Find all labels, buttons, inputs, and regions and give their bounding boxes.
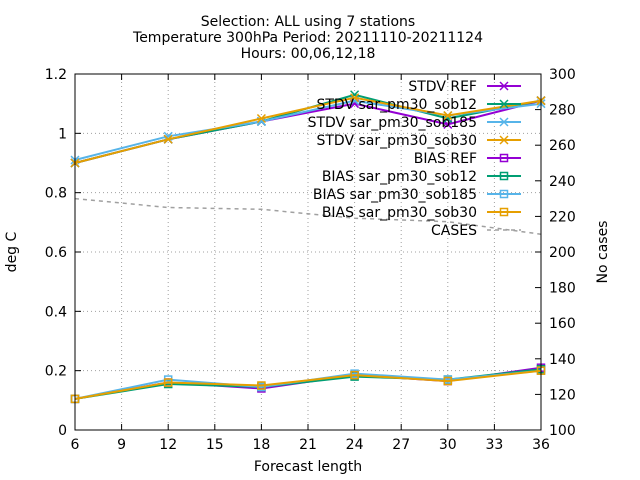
- y-tick-label: 1.2: [45, 67, 67, 83]
- data-point: [256, 113, 266, 124]
- x-tick-label: 27: [392, 437, 410, 453]
- x-tick-label: 36: [532, 437, 550, 453]
- legend-label: STDV sar_pm30_sob30: [316, 133, 477, 149]
- y-tick-label: 0.8: [45, 186, 67, 202]
- legend-marker: [499, 207, 509, 217]
- legend-label: BIAS REF: [414, 151, 477, 167]
- grid: [75, 74, 541, 430]
- series-line: [74, 96, 542, 164]
- legend-entry: BIAS REF: [414, 151, 521, 167]
- series-line: [74, 369, 542, 400]
- legend-label: CASES: [431, 223, 477, 239]
- y2-tick-label: 120: [549, 387, 576, 403]
- y2-tick-label: 180: [549, 281, 576, 297]
- legend-entry: STDV REF: [408, 79, 521, 95]
- y2-tick-label: 100: [549, 423, 576, 439]
- series-line: [74, 197, 542, 235]
- legend-marker: [499, 135, 509, 145]
- y-tick-label: 0.6: [45, 245, 67, 261]
- y2-tick-label: 140: [549, 352, 576, 368]
- x-tick-label: 18: [252, 437, 270, 453]
- y2-tick-label: 260: [549, 138, 576, 154]
- y2-tick-label: 220: [549, 209, 576, 225]
- title-line-1: Selection: ALL using 7 stations: [201, 14, 415, 30]
- series-8: [74, 197, 542, 235]
- x-tick-label: 6: [71, 437, 80, 453]
- title-line-3: Hours: 00,06,12,18: [241, 46, 376, 62]
- data-point: [350, 370, 359, 380]
- y-axis-label: deg C: [4, 231, 20, 272]
- legend-label: STDV sar_pm30_sob185: [308, 115, 477, 131]
- x-tick-label: 30: [439, 437, 457, 453]
- legend-marker: [499, 117, 509, 127]
- legend-entry: STDV sar_pm30_sob185: [308, 115, 521, 131]
- legend-label: BIAS sar_pm30_sob12: [322, 169, 477, 185]
- chart-title: Selection: ALL using 7 stations Temperat…: [132, 14, 483, 62]
- legend-label: BIAS sar_pm30_sob185: [313, 187, 477, 203]
- legend-marker: [499, 99, 509, 109]
- plot-area: [70, 90, 546, 404]
- legend-label: STDV REF: [408, 79, 477, 95]
- legend-marker: [499, 171, 509, 181]
- data-point: [163, 378, 173, 387]
- y2-axis-label: No cases: [595, 221, 611, 284]
- data-point: [443, 111, 453, 121]
- x-tick-label: 24: [346, 437, 364, 453]
- data-point: [257, 381, 266, 390]
- series-4: [70, 363, 546, 404]
- x-tick-label: 15: [206, 437, 224, 453]
- x-tick-label: 33: [485, 437, 503, 453]
- y2-tick-label: 280: [549, 103, 576, 119]
- data-point: [443, 376, 453, 386]
- legend-entry: CASES: [431, 223, 521, 239]
- y2-tick-label: 240: [549, 174, 576, 190]
- y-tick-label: 1: [58, 126, 67, 142]
- x-axis-label: Forecast length: [254, 459, 362, 475]
- x-tick-label: 9: [117, 437, 126, 453]
- y2-tick-label: 160: [549, 316, 576, 332]
- legend-marker: [499, 81, 509, 91]
- y-tick-label: 0.2: [45, 364, 67, 380]
- x-tick-label: 12: [159, 437, 177, 453]
- legend-entry: BIAS sar_pm30_sob185: [313, 187, 521, 203]
- legend-entry: BIAS sar_pm30_sob12: [322, 169, 521, 185]
- legend-label: STDV sar_pm30_sob12: [316, 97, 477, 113]
- legend-marker: [499, 189, 509, 199]
- y2-tick-label: 200: [549, 245, 576, 261]
- legend-entry: BIAS sar_pm30_sob30: [322, 205, 521, 221]
- x-tick-label: 21: [299, 437, 317, 453]
- data-point: [163, 134, 173, 144]
- y-tick-label: 0: [58, 423, 67, 439]
- y2-tick-label: 300: [549, 67, 576, 83]
- y-tick-label: 0.4: [45, 304, 67, 320]
- legend-entry: STDV sar_pm30_sob12: [316, 97, 521, 113]
- legend-entry: STDV sar_pm30_sob30: [316, 133, 521, 149]
- legend: STDV REF STDV sar_pm30_sob12 STDV sar_pm30…: [308, 79, 521, 239]
- data-point: [350, 93, 360, 103]
- series-6: [70, 366, 546, 404]
- legend-label: BIAS sar_pm30_sob30: [322, 205, 477, 221]
- legend-marker: [499, 153, 509, 163]
- axes-ticks: 6 9 12 15 18 21 24 27 30 33 36 0 0.2 0.4 0.6 0.8 1 1.2 100…: [45, 67, 576, 453]
- title-line-2: Temperature 300hPa Period: 20211110-2021…: [132, 30, 483, 46]
